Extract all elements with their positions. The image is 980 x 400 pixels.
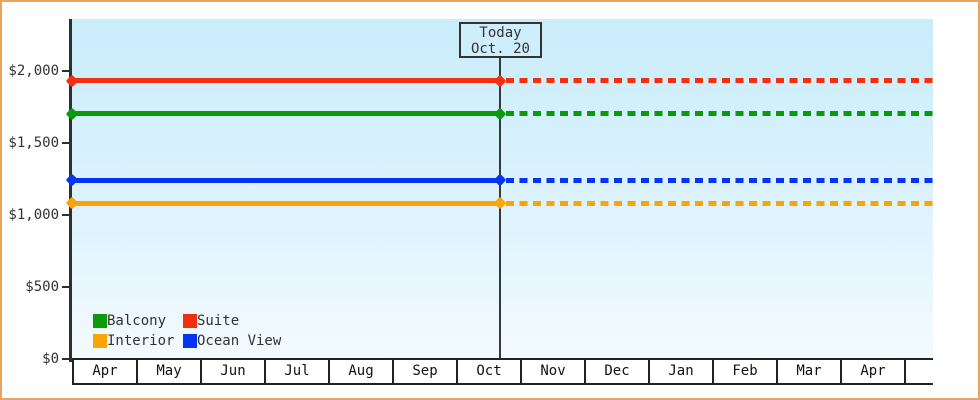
y-tick-label: $1,000 — [8, 206, 59, 223]
legend-label: Ocean View — [197, 333, 282, 349]
legend-item-ocean-view: Ocean View — [183, 331, 281, 351]
y-tick-label: $500 — [25, 278, 59, 295]
series-line-solid-suite — [72, 78, 500, 84]
month-cell-feb[interactable]: Feb — [712, 360, 776, 383]
y-tick-label: $0 — [42, 351, 59, 367]
y-tick-mark — [62, 213, 70, 216]
month-cell-nov[interactable]: Nov — [520, 360, 584, 383]
y-tick-label: $2,000 — [8, 62, 59, 79]
month-cell-apr[interactable]: Apr — [72, 360, 136, 383]
month-cell-aug[interactable]: Aug — [328, 360, 392, 383]
legend-swatch-ocean-view — [183, 334, 197, 348]
legend-label: Interior — [107, 333, 175, 349]
month-cell-sep[interactable]: Sep — [392, 360, 456, 383]
month-cell-dec[interactable]: Dec — [584, 360, 648, 383]
today-label-line2: Oct. 20 — [470, 41, 530, 57]
y-tick-label: $1,500 — [8, 134, 59, 151]
today-label-box: Today Oct. 20 — [459, 22, 542, 58]
legend-label: Balcony — [107, 313, 167, 329]
legend-item-interior: Interior — [93, 331, 183, 351]
month-cell-apr[interactable]: Apr — [840, 360, 904, 383]
month-cell-may[interactable]: May — [136, 360, 200, 383]
legend-swatch-balcony — [93, 314, 107, 328]
y-tick-mark — [62, 69, 70, 72]
legend-swatch-suite — [183, 314, 197, 328]
series-line-dashed-ocean-view — [506, 177, 933, 183]
legend-label: Suite — [197, 313, 240, 329]
x-axis-month-band: Apr May Jun Jul Aug Sep Oct Nov Dec Jan Feb Mar Apr — [72, 358, 933, 385]
series-line-dashed-interior — [506, 200, 933, 206]
month-cell-jul[interactable]: Jul — [264, 360, 328, 383]
month-cell-oct[interactable]: Oct — [456, 360, 520, 383]
legend-swatch-interior — [93, 334, 107, 348]
legend-item-suite: Suite — [183, 311, 281, 331]
series-line-solid-balcony — [72, 111, 500, 117]
month-cell-jun[interactable]: Jun — [200, 360, 264, 383]
month-cell-mar[interactable]: Mar — [776, 360, 840, 383]
series-line-solid-ocean-view — [72, 177, 500, 183]
today-label-line1: Today — [479, 25, 522, 41]
month-band-filler — [904, 360, 933, 383]
series-line-dashed-balcony — [506, 111, 933, 117]
legend: Balcony Suite Interior Ocean View — [93, 311, 281, 351]
plot-area — [72, 19, 933, 360]
series-line-dashed-suite — [506, 78, 933, 84]
y-tick-mark — [62, 358, 70, 360]
y-axis-line — [69, 19, 72, 362]
y-tick-mark — [62, 285, 70, 288]
series-line-solid-interior — [72, 200, 500, 206]
y-tick-mark — [62, 141, 70, 144]
legend-item-balcony: Balcony — [93, 311, 183, 331]
month-cell-jan[interactable]: Jan — [648, 360, 712, 383]
